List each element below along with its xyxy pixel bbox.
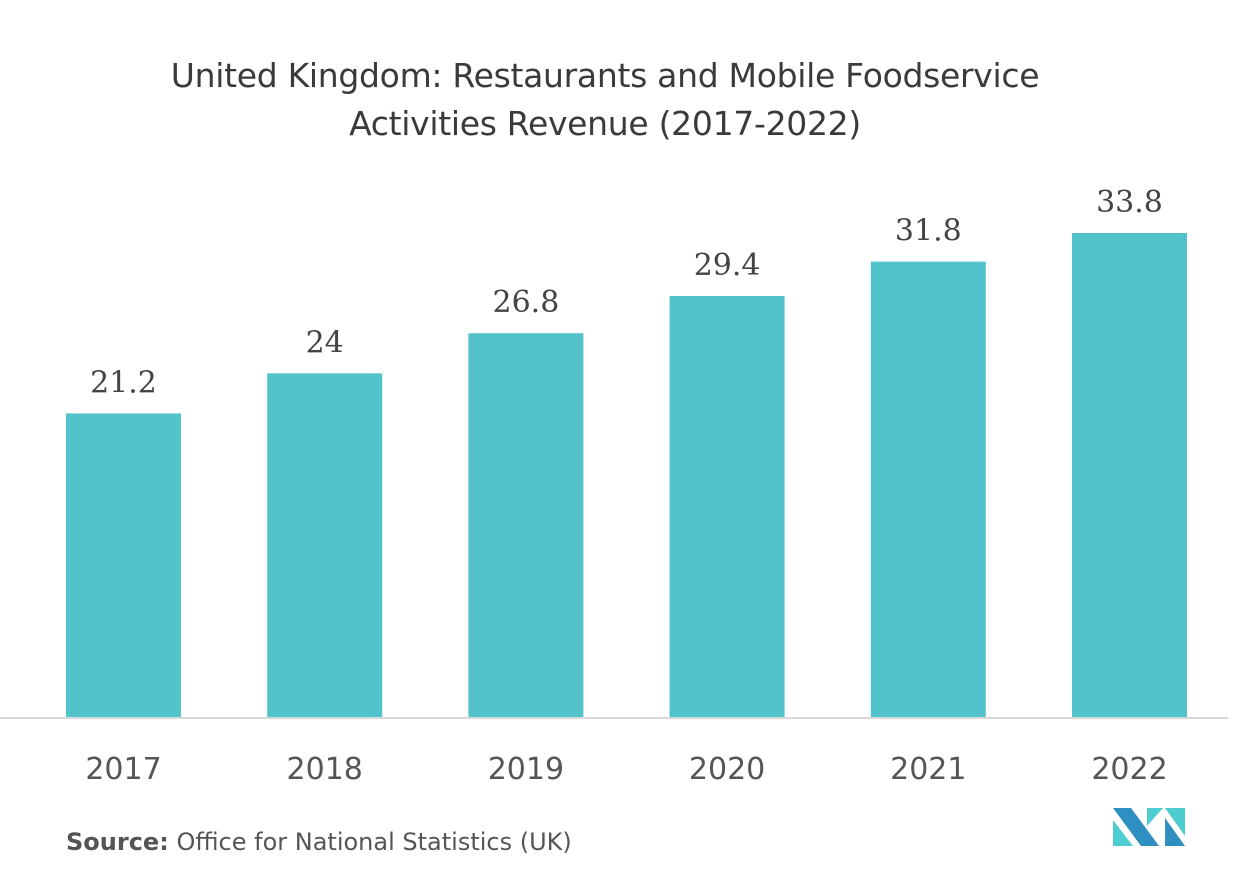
bar-2017 [66,413,181,717]
data-label-2019: 26.8 [493,285,560,320]
data-label-2020: 29.4 [694,248,761,283]
data-label-2021: 31.8 [895,214,962,249]
bar-2020 [669,296,785,717]
chart-title-line-2: Activities Revenue (2017-2022) [349,104,861,143]
chart-title: United Kingdom: Restaurants and Mobile F… [0,52,1210,148]
chart-title-line-1: United Kingdom: Restaurants and Mobile F… [170,56,1040,95]
source-note: Source: Office for National Statistics (… [66,828,572,856]
x-tick-label-2022: 2022 [1091,752,1167,787]
source-text: Office for National Statistics (UK) [176,828,572,856]
x-tick-label-2019: 2019 [488,752,564,787]
logo-icon [1113,808,1185,846]
data-label-2018: 24 [306,325,344,360]
bar-2018 [267,373,383,717]
x-tick-label-2020: 2020 [689,752,765,787]
x-tick-label-2021: 2021 [890,752,966,787]
bar-2019 [468,333,584,717]
data-label-2017: 21.2 [90,365,157,400]
bar-2022 [1072,233,1187,717]
x-tick-label-2018: 2018 [287,752,363,787]
x-tick-label-2017: 2017 [85,752,161,787]
bar-chart: 21.2 2017 24 2018 26.8 2019 29.4 2020 31.8 2021 33… [0,185,1228,787]
data-label-2022: 33.8 [1096,185,1163,220]
bars-group [66,233,1187,717]
bar-2021 [870,261,986,717]
source-label: Source: [66,828,169,856]
labels-group: 21.2 2017 24 2018 26.8 2019 29.4 2020 31.8 2021 33… [85,185,1167,787]
